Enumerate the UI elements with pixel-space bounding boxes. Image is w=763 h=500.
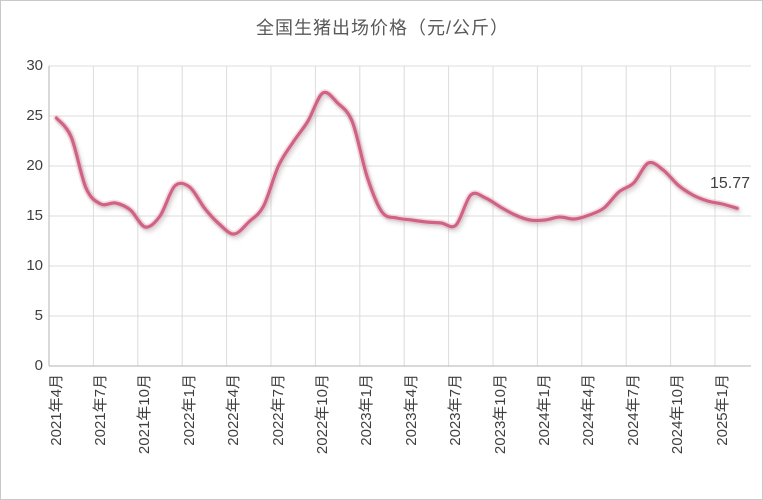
x-axis-label: 2024年7月 (624, 374, 642, 446)
x-axis-label: 2022年10月 (313, 374, 331, 455)
x-axis-label: 2021年4月 (47, 374, 65, 446)
y-axis-label: 15 (26, 207, 43, 224)
x-axis-label: 2021年10月 (136, 374, 154, 455)
x-axis-label: 2023年4月 (402, 374, 420, 446)
x-axis-label: 2021年7月 (91, 374, 109, 446)
x-axis-label: 2024年10月 (669, 374, 687, 455)
y-axis-label: 0 (34, 357, 43, 374)
last-value-label: 15.77 (709, 175, 751, 192)
x-axis-label: 2022年4月 (225, 374, 243, 446)
y-axis-label: 5 (34, 307, 43, 324)
price-line-halo (53, 89, 741, 238)
x-axis-label: 2022年1月 (180, 374, 198, 446)
chart-title: 全国生猪出场价格（元/公斤） (256, 18, 509, 38)
x-axis-label: 2023年10月 (491, 374, 509, 455)
x-axis-label: 2023年7月 (447, 374, 465, 446)
y-axis-label: 25 (26, 107, 43, 124)
y-axis-label: 30 (26, 57, 43, 74)
x-axis-label: 2025年1月 (713, 374, 731, 446)
x-axis-label: 2023年1月 (358, 374, 376, 446)
x-axis-label: 2024年4月 (580, 374, 598, 446)
y-axis-label: 20 (26, 157, 43, 174)
price-line (54, 90, 739, 236)
y-axis-label: 10 (26, 257, 43, 274)
x-axis-label: 2024年1月 (535, 374, 553, 446)
x-axis-label: 2022年7月 (269, 374, 287, 446)
